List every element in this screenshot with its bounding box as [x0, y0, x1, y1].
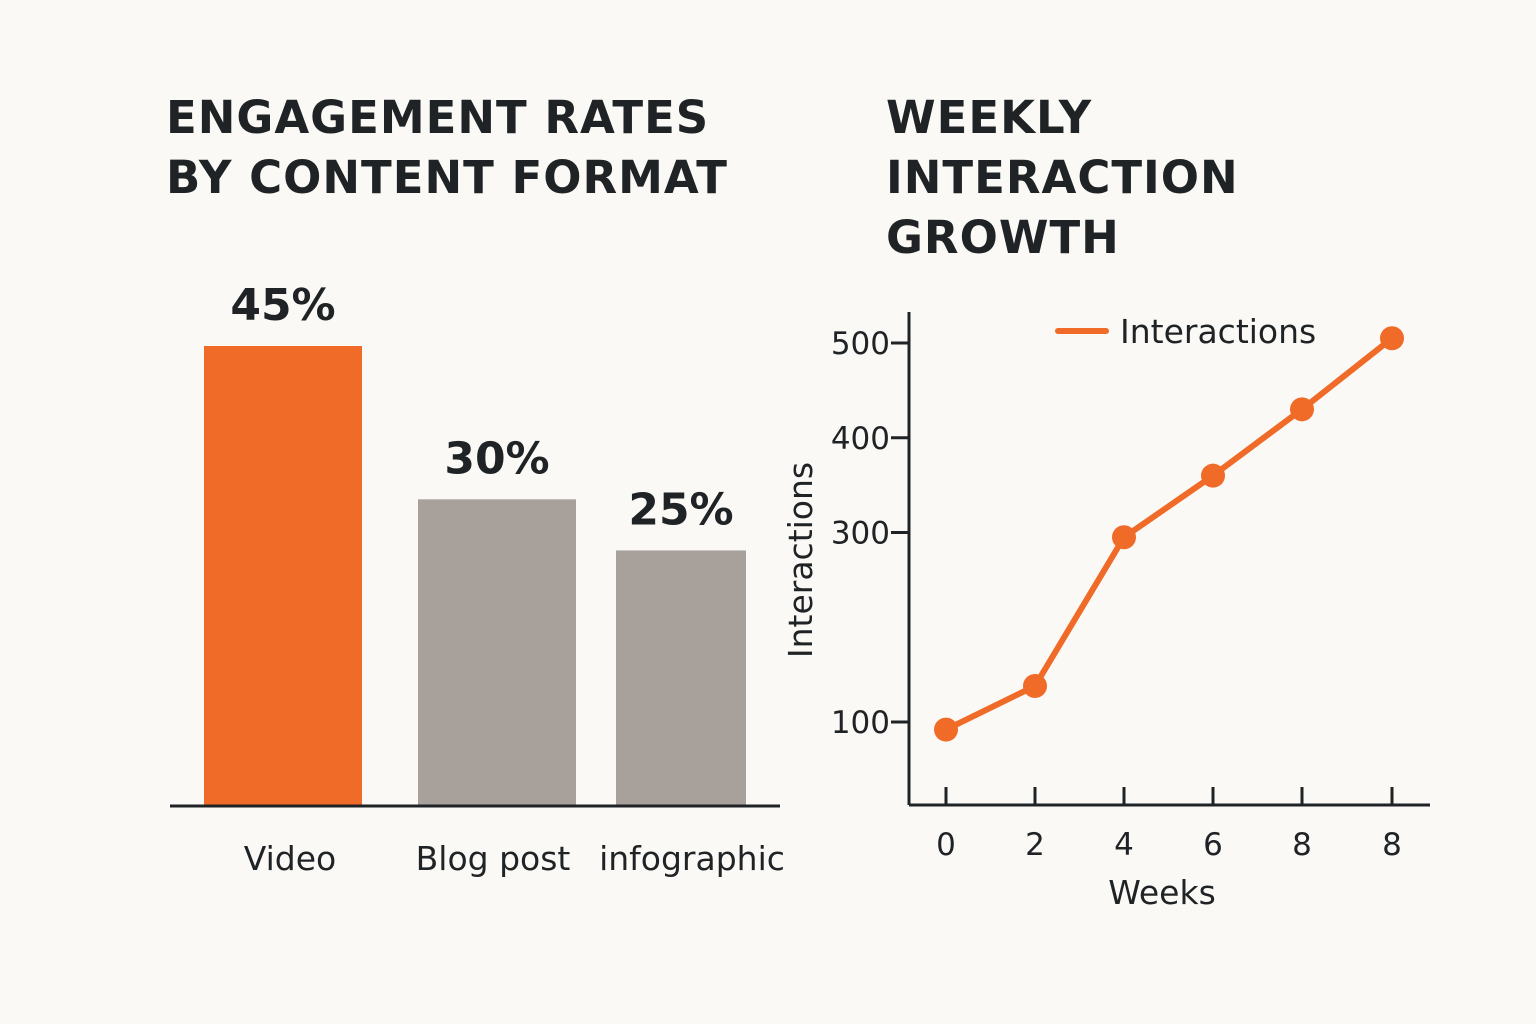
y-tick-label: 400 [831, 421, 890, 457]
bar-value-label: 30% [444, 433, 549, 484]
x-tick-label: 4 [1114, 827, 1134, 863]
bar-1 [418, 499, 576, 806]
data-point [1112, 525, 1136, 550]
bar-0 [204, 346, 362, 806]
y-tick-label: 300 [831, 516, 890, 552]
x-tick-label: 6 [1203, 827, 1223, 863]
x-tick-label: Video [244, 839, 336, 878]
y-tick-label: 100 [831, 705, 890, 741]
bar-value-label: 45% [230, 280, 335, 331]
data-point [934, 717, 958, 742]
bar-2 [616, 550, 746, 806]
bar-value-label: 25% [628, 484, 733, 535]
data-point [1201, 463, 1225, 488]
x-tick-label: Blog post [416, 839, 571, 878]
series-line-interactions [943, 335, 1395, 733]
data-point [1380, 326, 1404, 351]
x-tick-label: 2 [1025, 827, 1045, 863]
x-axis-label: Weeks [1108, 873, 1216, 912]
chart-title-weekly-growth: WEEKLY INTERACTION GROWTH [886, 91, 1239, 264]
y-tick-label: 500 [831, 326, 890, 362]
x-tick-label: 0 [936, 827, 956, 863]
x-tick-label: 8 [1382, 827, 1402, 863]
data-point [1023, 673, 1047, 698]
legend-label: Interactions [1120, 312, 1316, 351]
y-axis-label: Interactions [781, 462, 820, 658]
x-tick-label: infographic [599, 839, 785, 878]
chart-title-engagement: ENGAGEMENT RATES BY CONTENT FORMAT [166, 91, 728, 204]
x-tick-label: 8 [1292, 827, 1312, 863]
data-point [1290, 397, 1314, 422]
